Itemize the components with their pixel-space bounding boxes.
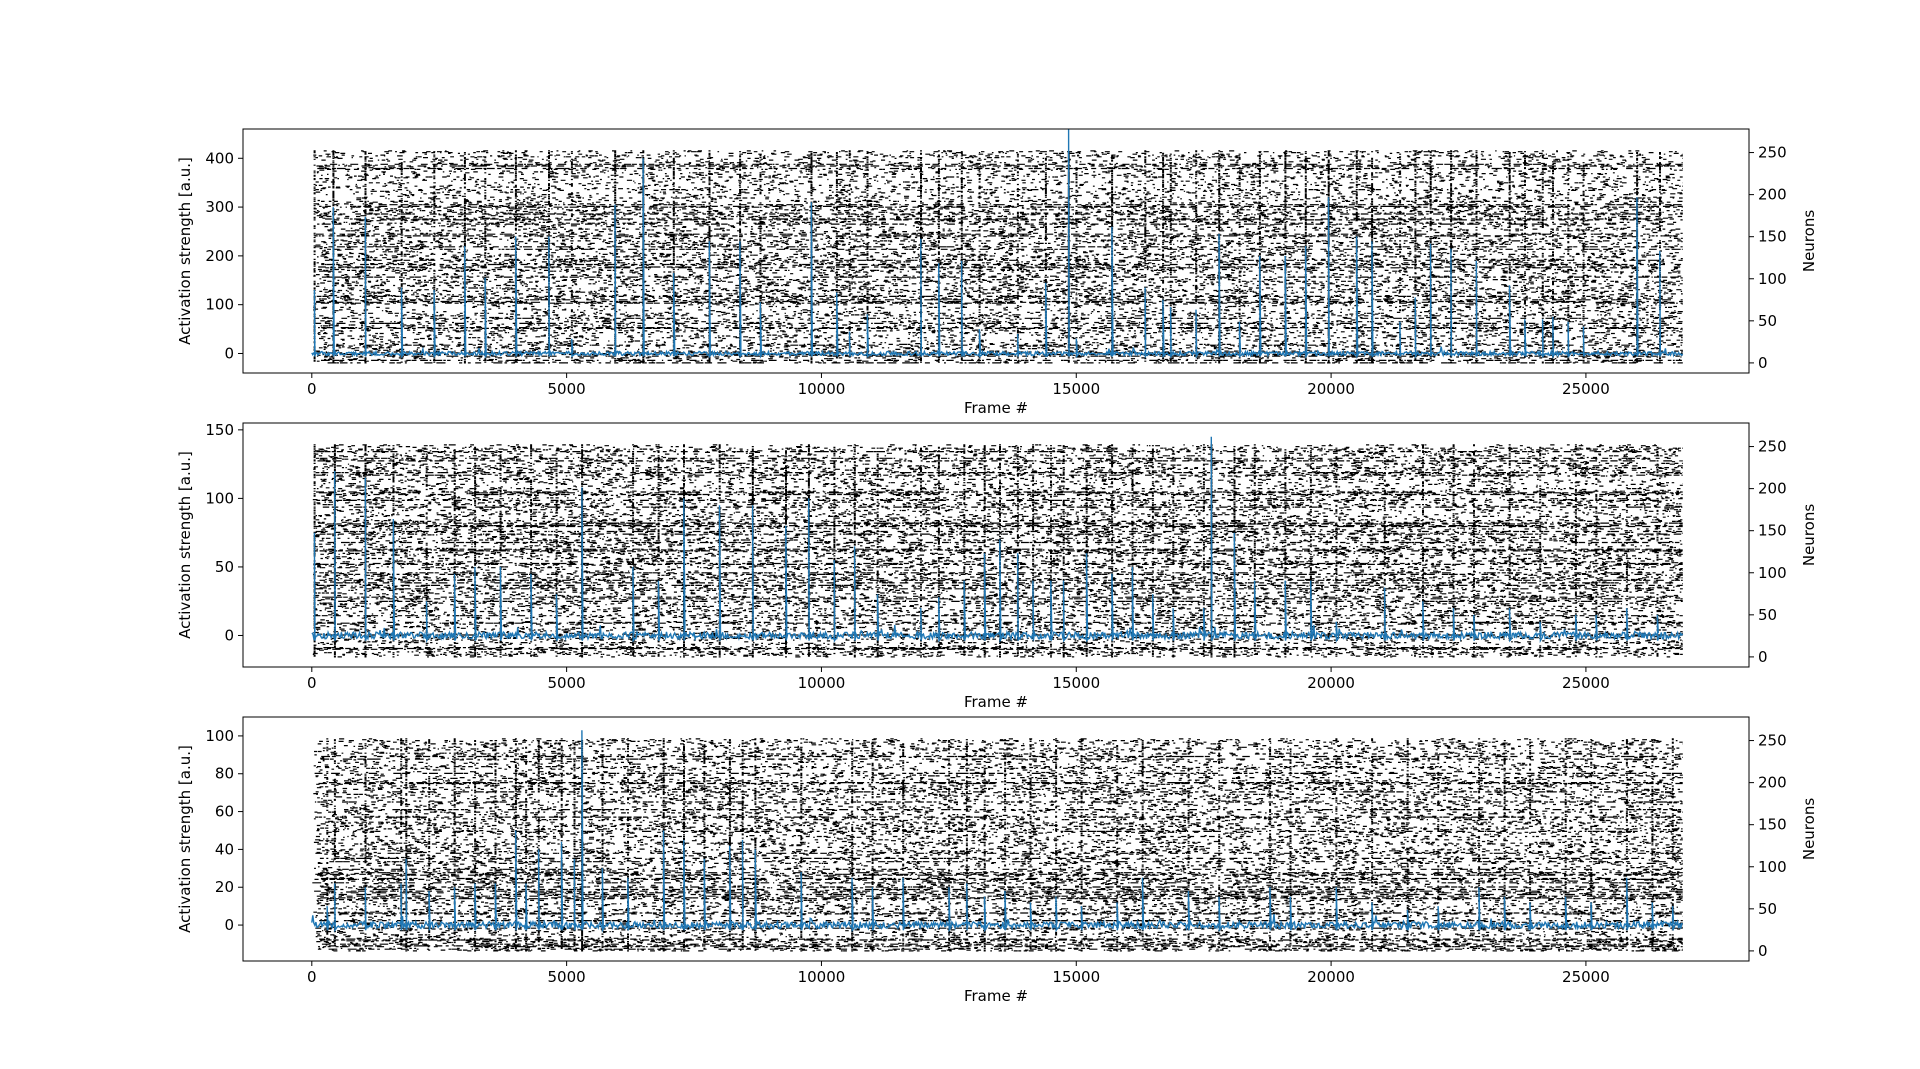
y-ticks-left: 0 50 100 150 [205, 421, 243, 644]
y-tick-label: 100 [205, 727, 234, 745]
x-tick-label: 0 [307, 968, 317, 986]
activation-trace [311, 436, 1684, 644]
y-right-tick-label: 150 [1758, 522, 1787, 540]
panel-3: 0 5000 10000 15000 20000 25000 0 20 40 60 80 100 0… [176, 716, 1818, 1005]
x-tick-label: 15000 [1052, 674, 1100, 692]
y-tick-label: 200 [205, 247, 234, 265]
y-axis-label-left: Activation strength [a.u.] [176, 157, 194, 345]
y-ticks-right: 0 50 100 150 200 250 [1749, 438, 1787, 666]
x-tick-label: 5000 [548, 968, 586, 986]
x-tick-label: 25000 [1562, 968, 1610, 986]
y-tick-label: 40 [215, 840, 234, 858]
y-right-tick-label: 200 [1758, 186, 1787, 204]
y-right-tick-label: 50 [1758, 900, 1777, 918]
y-tick-label: 50 [215, 558, 234, 576]
raster-plot [313, 150, 1683, 364]
y-right-tick-label: 100 [1758, 270, 1787, 288]
x-tick-label: 20000 [1307, 674, 1355, 692]
y-axis-label-left: Activation strength [a.u.] [176, 745, 194, 933]
y-right-tick-label: 200 [1758, 480, 1787, 498]
y-right-tick-label: 100 [1758, 564, 1787, 582]
y-right-tick-label: 250 [1758, 144, 1787, 162]
activation-trace [311, 128, 1684, 360]
x-tick-label: 0 [307, 674, 317, 692]
axes-frame [242, 716, 1750, 962]
y-right-tick-label: 0 [1758, 354, 1768, 372]
x-tick-label: 10000 [798, 968, 846, 986]
panel-1: 0 5000 10000 15000 20000 25000 0100200300400 … [176, 128, 1818, 417]
y-right-tick-label: 250 [1758, 732, 1787, 750]
x-axis-label: Frame # [964, 987, 1028, 1005]
x-tick-label: 25000 [1562, 674, 1610, 692]
y-right-tick-label: 250 [1758, 438, 1787, 456]
x-tick-label: 20000 [1307, 380, 1355, 398]
x-axis-label: Frame # [964, 399, 1028, 417]
y-tick-label: 60 [215, 803, 234, 821]
y-tick-label: 300 [205, 198, 234, 216]
y-tick-label: 0 [224, 916, 234, 934]
panel-2: 0 5000 10000 15000 20000 25000 0 50 100 150 0 50 1… [176, 421, 1818, 711]
x-tick-label: 0 [307, 380, 317, 398]
x-tick-label: 25000 [1562, 380, 1610, 398]
y-ticks-right: 0 50 100 150 200 250 [1749, 732, 1787, 960]
axes-frame [242, 128, 1750, 374]
y-tick-label: 20 [215, 878, 234, 896]
y-axis-label-right: Neurons [1800, 504, 1818, 566]
y-right-tick-label: 50 [1758, 312, 1777, 330]
y-right-tick-label: 150 [1758, 228, 1787, 246]
y-tick-label: 150 [205, 421, 234, 439]
x-tick-label: 15000 [1052, 968, 1100, 986]
x-tick-label: 10000 [798, 674, 846, 692]
y-axis-label-right: Neurons [1800, 798, 1818, 860]
x-ticks: 0 5000 10000 15000 20000 25000 [307, 373, 1610, 398]
x-tick-label: 5000 [548, 674, 586, 692]
x-ticks: 0 5000 10000 15000 20000 25000 [307, 961, 1610, 986]
y-ticks-right: 0 50 100 150 200 250 [1749, 144, 1787, 372]
y-right-tick-label: 50 [1758, 606, 1777, 624]
x-axis-label: Frame # [964, 693, 1028, 711]
y-tick-label: 100 [205, 296, 234, 314]
y-right-tick-label: 200 [1758, 774, 1787, 792]
y-ticks-left: 0 100 200 300 400 [205, 149, 243, 362]
y-right-tick-label: 100 [1758, 858, 1787, 876]
x-tick-label: 20000 [1307, 968, 1355, 986]
y-tick-label: 0 [224, 626, 234, 644]
y-tick-label: 80 [215, 765, 234, 783]
y-right-tick-label: 0 [1758, 648, 1768, 666]
x-tick-label: 5000 [548, 380, 586, 398]
y-axis-label-right: Neurons [1800, 210, 1818, 272]
axes-frame [242, 422, 1750, 668]
spike-raster [313, 150, 1683, 364]
y-ticks-left: 0 20 40 60 80 100 [205, 727, 243, 934]
x-ticks: 0 5000 10000 15000 20000 25000 [307, 667, 1610, 692]
x-tick-label: 10000 [798, 380, 846, 398]
x-tick-label: 15000 [1052, 380, 1100, 398]
activation-trace [311, 730, 1684, 933]
y-axis-label-left: Activation strength [a.u.] [176, 451, 194, 639]
y-tick-label: 400 [205, 149, 234, 167]
y-right-tick-label: 150 [1758, 816, 1787, 834]
y-tick-label: 0 [224, 344, 234, 362]
y-right-tick-label: 0 [1758, 942, 1768, 960]
y-tick-label: 100 [205, 489, 234, 507]
